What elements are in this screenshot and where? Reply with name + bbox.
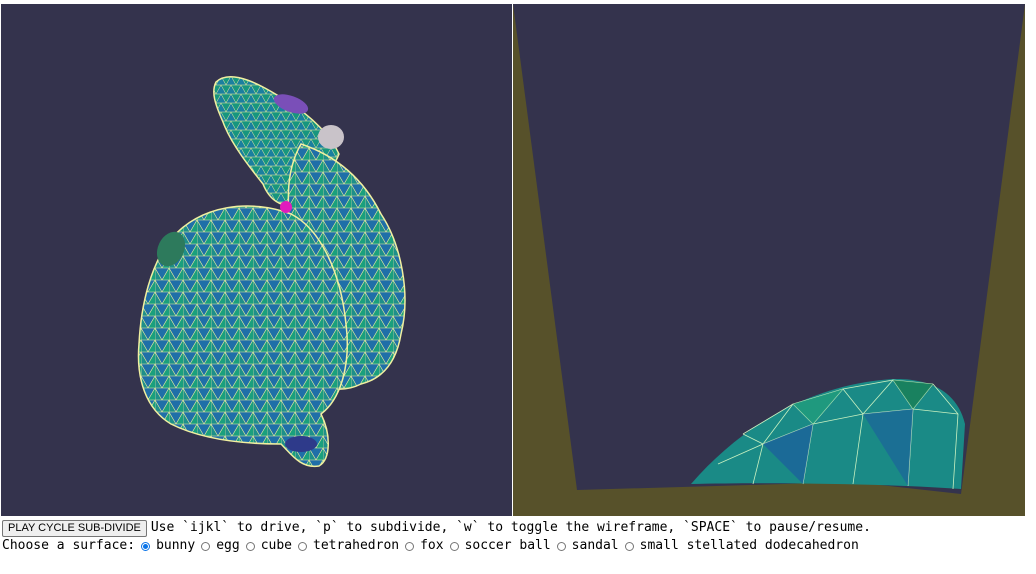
surface-option-tetrahedron[interactable]: tetrahedron [298,537,399,555]
surface-label-bunny: bunny [156,538,196,553]
surface-label-small-stellated-dodecahedron: small stellated dodecahedron [639,538,859,553]
surface-option-small-stellated-dodecahedron[interactable]: small stellated dodecahedron [624,537,859,555]
surface-option-bunny[interactable]: bunny [141,537,195,555]
play-cycle-subdivide-button[interactable]: PLAY CYCLE SUB-DIVIDE [2,519,147,537]
marker-blue [285,436,317,452]
driver-canvas[interactable] [513,4,1025,516]
surface-option-sandal[interactable]: sandal [556,537,619,555]
bunny-mesh [137,76,406,468]
surface-label-soccer-ball: soccer ball [464,538,551,553]
radio-small-stellated-dodecahedron[interactable] [624,541,634,551]
surface-option-cube[interactable]: cube [245,537,292,555]
marker-purple [273,94,309,114]
surface-option-soccer-ball[interactable]: soccer ball [449,537,551,555]
surface-label-egg: egg [216,538,240,553]
surface-chooser: Choose a surface: bunny egg cube tetrahe… [2,537,871,555]
mesh-dome [691,378,965,490]
radio-tetrahedron[interactable] [298,541,307,551]
radio-egg[interactable] [201,541,211,551]
controls-row-1: PLAY CYCLE SUB-DIVIDE Use `ijkl` to driv… [2,519,871,537]
surface-option-egg[interactable]: egg [201,537,240,555]
surface-option-fox[interactable]: fox [405,537,444,555]
surface-chooser-label: Choose a surface: [2,538,136,553]
marker-green [156,231,186,267]
radio-cube[interactable] [245,541,255,551]
controls-panel: PLAY CYCLE SUB-DIVIDE Use `ijkl` to driv… [2,519,871,555]
radio-soccer-ball[interactable] [449,541,459,551]
ground-plane [513,4,1025,516]
radio-bunny[interactable] [141,541,151,551]
radio-fox[interactable] [405,541,415,551]
surface-label-fox: fox [420,538,444,553]
viewports [0,4,1036,516]
overview-canvas[interactable] [1,4,512,516]
surface-label-cube: cube [260,538,292,553]
keyboard-instructions: Use `ijkl` to drive, `p` to subdivide, `… [150,520,871,535]
marker-white [318,125,344,149]
radio-sandal[interactable] [556,541,566,551]
marker-magenta [280,201,292,213]
surface-label-sandal: sandal [571,538,619,553]
driver-viewport[interactable] [513,4,1025,516]
surface-label-tetrahedron: tetrahedron [313,538,400,553]
overview-viewport[interactable] [1,4,512,516]
